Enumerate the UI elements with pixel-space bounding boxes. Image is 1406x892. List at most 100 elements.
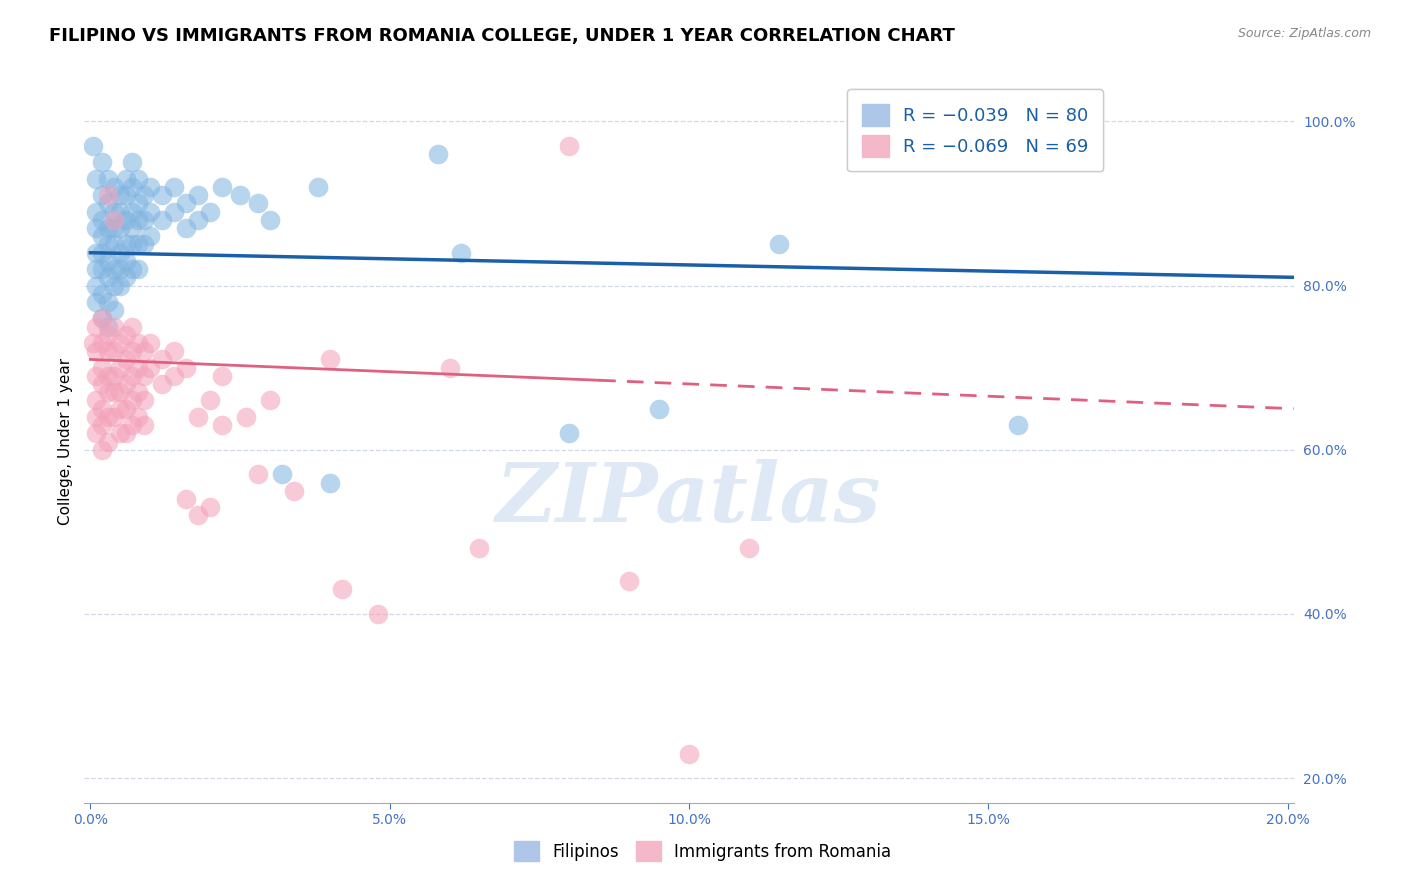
Point bbox=[121, 155, 143, 169]
Point bbox=[86, 171, 108, 186]
Point bbox=[163, 180, 186, 194]
Point bbox=[103, 368, 125, 383]
Point bbox=[97, 409, 120, 424]
Point bbox=[115, 237, 138, 252]
Point bbox=[103, 409, 125, 424]
Point bbox=[91, 311, 114, 326]
Point bbox=[91, 377, 114, 392]
Point bbox=[97, 270, 120, 285]
Point bbox=[211, 180, 233, 194]
Point bbox=[127, 360, 149, 375]
Point bbox=[558, 139, 581, 153]
Point bbox=[115, 426, 138, 441]
Point bbox=[319, 475, 342, 490]
Point bbox=[259, 212, 281, 227]
Point bbox=[121, 344, 143, 359]
Point bbox=[127, 409, 149, 424]
Point bbox=[115, 401, 138, 416]
Point bbox=[319, 352, 342, 367]
Point bbox=[115, 188, 138, 202]
Point bbox=[139, 360, 162, 375]
Point bbox=[187, 409, 209, 424]
Legend: R = −0.039   N = 80, R = −0.069   N = 69: R = −0.039 N = 80, R = −0.069 N = 69 bbox=[848, 89, 1104, 171]
Point bbox=[134, 237, 156, 252]
Point bbox=[86, 221, 108, 235]
Point bbox=[1007, 418, 1029, 433]
Point bbox=[150, 352, 173, 367]
Point bbox=[97, 196, 120, 211]
Point bbox=[103, 262, 125, 277]
Point bbox=[110, 245, 132, 260]
Point bbox=[134, 418, 156, 433]
Point bbox=[91, 188, 114, 202]
Point bbox=[115, 352, 138, 367]
Text: Source: ZipAtlas.com: Source: ZipAtlas.com bbox=[1237, 27, 1371, 40]
Point bbox=[139, 336, 162, 351]
Point bbox=[86, 426, 108, 441]
Point bbox=[97, 319, 120, 334]
Point bbox=[134, 393, 156, 408]
Point bbox=[86, 262, 108, 277]
Point bbox=[174, 491, 197, 506]
Point bbox=[110, 188, 132, 202]
Point bbox=[103, 303, 125, 318]
Point bbox=[134, 212, 156, 227]
Point bbox=[163, 344, 186, 359]
Point bbox=[103, 204, 125, 219]
Point bbox=[270, 467, 292, 482]
Point bbox=[235, 409, 257, 424]
Point bbox=[110, 336, 132, 351]
Point bbox=[121, 262, 143, 277]
Point bbox=[229, 188, 252, 202]
Point bbox=[103, 385, 125, 400]
Point bbox=[121, 418, 143, 433]
Point bbox=[97, 434, 120, 449]
Point bbox=[139, 180, 162, 194]
Point bbox=[558, 426, 581, 441]
Point bbox=[150, 377, 173, 392]
Point bbox=[127, 385, 149, 400]
Point bbox=[115, 253, 138, 268]
Point bbox=[468, 541, 491, 556]
Point bbox=[121, 237, 143, 252]
Point bbox=[86, 245, 108, 260]
Point bbox=[150, 188, 173, 202]
Point bbox=[648, 401, 671, 416]
Point bbox=[115, 270, 138, 285]
Point bbox=[115, 171, 138, 186]
Point bbox=[103, 221, 125, 235]
Point bbox=[91, 245, 114, 260]
Point bbox=[82, 336, 104, 351]
Point bbox=[110, 221, 132, 235]
Point bbox=[187, 188, 209, 202]
Point bbox=[97, 295, 120, 310]
Point bbox=[174, 221, 197, 235]
Point bbox=[121, 393, 143, 408]
Point bbox=[91, 442, 114, 457]
Point bbox=[246, 196, 269, 211]
Point bbox=[134, 368, 156, 383]
Point bbox=[121, 180, 143, 194]
Point bbox=[91, 336, 114, 351]
Point bbox=[121, 319, 143, 334]
Point bbox=[103, 278, 125, 293]
Point bbox=[115, 377, 138, 392]
Point bbox=[110, 401, 132, 416]
Point bbox=[259, 393, 281, 408]
Point bbox=[139, 229, 162, 244]
Point bbox=[127, 171, 149, 186]
Point bbox=[211, 368, 233, 383]
Point bbox=[91, 229, 114, 244]
Point bbox=[367, 607, 389, 621]
Point bbox=[139, 204, 162, 219]
Point bbox=[134, 344, 156, 359]
Point bbox=[121, 204, 143, 219]
Point bbox=[211, 418, 233, 433]
Point bbox=[103, 319, 125, 334]
Point bbox=[330, 582, 353, 597]
Point bbox=[110, 262, 132, 277]
Point bbox=[198, 500, 221, 515]
Point bbox=[187, 508, 209, 523]
Point bbox=[174, 360, 197, 375]
Point bbox=[91, 286, 114, 301]
